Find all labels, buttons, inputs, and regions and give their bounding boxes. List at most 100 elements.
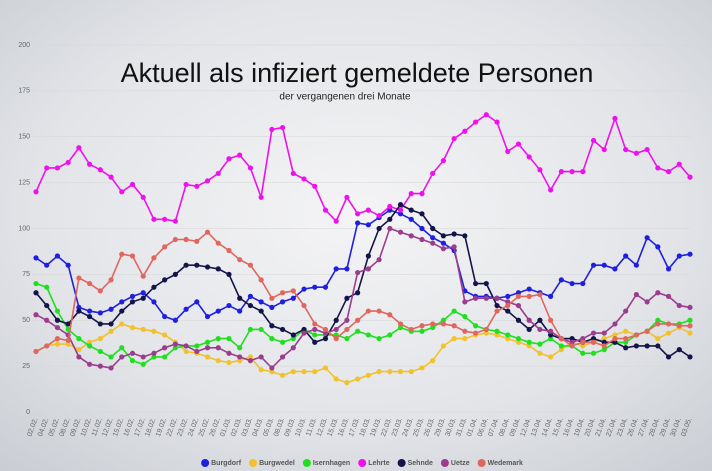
data-point [226, 303, 231, 308]
data-point [623, 345, 628, 350]
legend-label: Lehrte [368, 460, 390, 467]
data-point [151, 255, 156, 260]
data-point [55, 308, 60, 313]
data-point [505, 332, 510, 337]
data-point [194, 239, 199, 244]
data-point [87, 343, 92, 348]
data-point [130, 351, 135, 356]
data-point [473, 296, 478, 301]
data-point [173, 219, 178, 224]
data-point [548, 187, 553, 192]
data-point [409, 233, 414, 238]
data-point [55, 165, 60, 170]
data-point [419, 191, 424, 196]
data-point [162, 314, 167, 319]
data-point [355, 290, 360, 295]
data-point [237, 308, 242, 313]
data-point [537, 318, 542, 323]
data-point [376, 226, 381, 231]
legend-label: Isernhagen [313, 460, 350, 467]
data-point [409, 369, 414, 374]
data-point [237, 345, 242, 350]
data-point [130, 299, 135, 304]
data-point [76, 308, 81, 313]
data-point [441, 246, 446, 251]
data-point [98, 336, 103, 341]
data-point [484, 327, 489, 332]
data-point [687, 175, 692, 180]
data-point [291, 288, 296, 293]
data-point [634, 263, 639, 268]
data-point [591, 351, 596, 356]
page: Aktuell als infiziert gemeldete Personen… [0, 0, 712, 471]
data-point [130, 294, 135, 299]
data-point [323, 365, 328, 370]
data-point [559, 277, 564, 282]
data-point [205, 178, 210, 183]
data-point [130, 325, 135, 330]
data-point [591, 263, 596, 268]
data-point [55, 325, 60, 330]
data-point [312, 184, 317, 189]
data-point [430, 358, 435, 363]
data-point [76, 336, 81, 341]
legend-label: Sehnde [408, 460, 433, 467]
data-point [409, 208, 414, 213]
data-point [344, 195, 349, 200]
data-point [108, 175, 113, 180]
data-point [484, 296, 489, 301]
data-point [151, 217, 156, 222]
data-point [687, 354, 692, 359]
data-point [623, 329, 628, 334]
data-point [162, 354, 167, 359]
data-point [205, 340, 210, 345]
data-point [687, 330, 692, 335]
data-point [334, 327, 339, 332]
y-tick-label: 100 [18, 225, 30, 232]
data-point [505, 294, 510, 299]
data-point [419, 237, 424, 242]
data-point [645, 299, 650, 304]
data-point [334, 219, 339, 224]
data-point [687, 305, 692, 310]
data-point [183, 237, 188, 242]
legend-marker [201, 459, 209, 467]
data-point [366, 332, 371, 337]
data-point [269, 127, 274, 132]
data-point [280, 373, 285, 378]
data-point [580, 340, 585, 345]
data-point [687, 318, 692, 323]
data-point [216, 241, 221, 246]
data-point [473, 281, 478, 286]
data-point [44, 285, 49, 290]
data-point [419, 365, 424, 370]
chart-subtitle: der vergangenen drei Monate [279, 92, 411, 103]
data-point [194, 299, 199, 304]
data-point [344, 327, 349, 332]
data-point [409, 327, 414, 332]
data-point [655, 165, 660, 170]
data-point [87, 308, 92, 313]
data-point [548, 354, 553, 359]
data-point [291, 332, 296, 337]
data-point [537, 351, 542, 356]
data-point [591, 138, 596, 143]
data-point [494, 119, 499, 124]
data-point [516, 336, 521, 341]
data-point [141, 362, 146, 367]
data-point [323, 327, 328, 332]
data-point [162, 217, 167, 222]
data-point [355, 220, 360, 225]
data-point [569, 169, 574, 174]
y-tick-label: 175 [18, 88, 30, 95]
data-point [687, 252, 692, 257]
data-point [452, 136, 457, 141]
data-point [76, 275, 81, 280]
data-point [344, 380, 349, 385]
data-point [119, 299, 124, 304]
data-point [441, 343, 446, 348]
data-point [226, 360, 231, 365]
legend-marker [303, 459, 311, 467]
data-point [55, 253, 60, 258]
data-point [516, 294, 521, 299]
